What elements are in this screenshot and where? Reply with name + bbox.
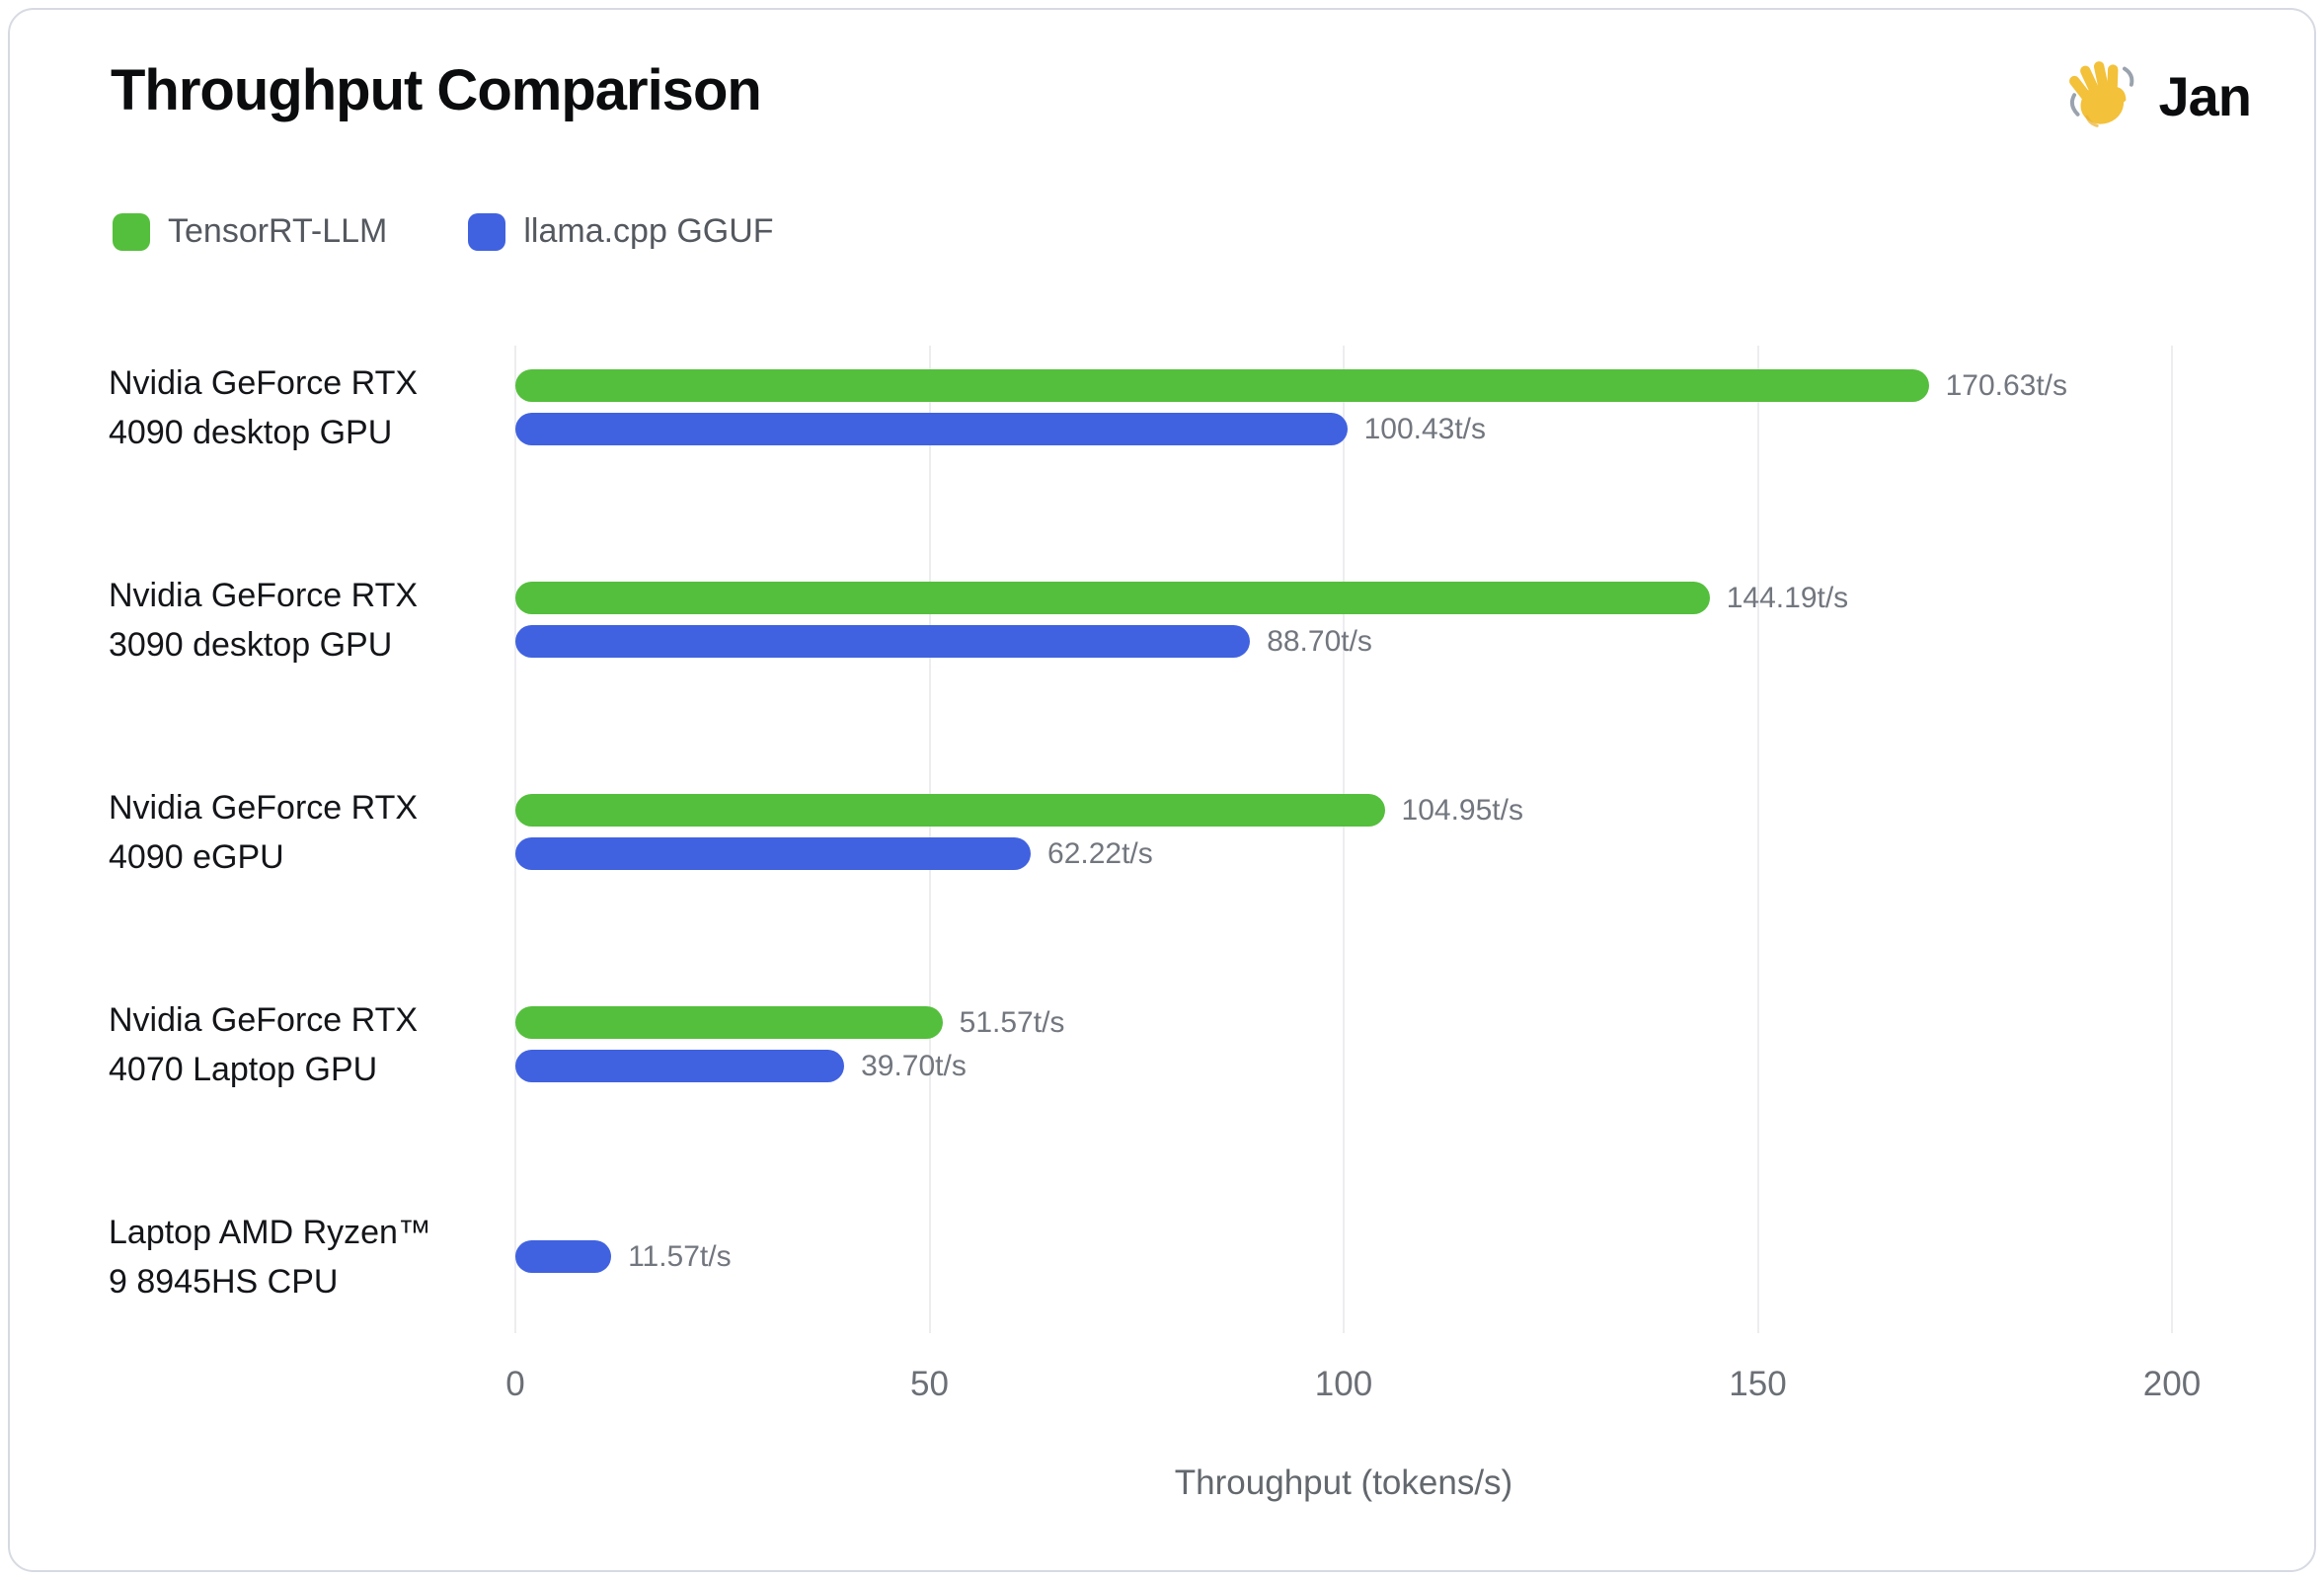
bar-row: 39.70t/s bbox=[515, 1050, 2172, 1082]
category-label: Nvidia GeForce RTX 3090 desktop GPU bbox=[109, 576, 419, 664]
header: Throughput Comparison bbox=[111, 57, 2252, 135]
chart-row-group: Nvidia GeForce RTX 3090 desktop GPU 144.19… bbox=[109, 514, 2172, 726]
legend-item-llamacpp: llama.cpp GGUF bbox=[468, 212, 774, 251]
x-tick: 50 bbox=[910, 1365, 949, 1403]
x-axis-title: Throughput (tokens/s) bbox=[1174, 1463, 1513, 1502]
bar-stack: 51.57t/s 39.70t/s bbox=[515, 1006, 2172, 1082]
gridline bbox=[1756, 346, 1759, 1333]
gridline bbox=[2171, 346, 2173, 1333]
legend-label: TensorRT-LLM bbox=[168, 212, 388, 250]
chart-row-group: Nvidia GeForce RTX 4090 desktop GPU 170.63… bbox=[109, 301, 2172, 514]
bar bbox=[515, 369, 1929, 402]
bar-stack: 11.57t/s bbox=[515, 1240, 2172, 1273]
chart-row-group: Nvidia GeForce RTX 4090 eGPU 104.95t/s 62.2… bbox=[109, 726, 2172, 938]
bar bbox=[515, 1240, 612, 1273]
chart-row-group: Laptop AMD Ryzen™ 9 8945HS CPU 11.57t/s bbox=[109, 1150, 2172, 1363]
bar-value-label: 100.43t/s bbox=[1363, 412, 1487, 445]
bar-row: 11.57t/s bbox=[515, 1240, 2172, 1273]
bar-row: 144.19t/s bbox=[515, 582, 2172, 614]
bar-value-label: 39.70t/s bbox=[861, 1049, 967, 1082]
bar-stack: 144.19t/s 88.70t/s bbox=[515, 582, 2172, 658]
bar-row: 51.57t/s bbox=[515, 1006, 2172, 1039]
legend: TensorRT-LLM llama.cpp GGUF bbox=[113, 212, 774, 251]
bar-value-label: 51.57t/s bbox=[959, 1005, 1065, 1039]
bar bbox=[515, 582, 1710, 614]
gridline bbox=[1343, 346, 1345, 1333]
bar-value-label: 170.63t/s bbox=[1945, 368, 2068, 402]
chart-title: Throughput Comparison bbox=[111, 58, 762, 122]
legend-swatch-blue bbox=[468, 212, 506, 251]
logo-text: Jan bbox=[2158, 65, 2252, 127]
legend-label: llama.cpp GGUF bbox=[523, 212, 774, 250]
x-tick: 150 bbox=[1729, 1365, 1787, 1403]
x-tick: 100 bbox=[1314, 1365, 1373, 1403]
chart-row-group: Nvidia GeForce RTX 4070 Laptop GPU 51.57t/… bbox=[109, 938, 2172, 1150]
bar-value-label: 11.57t/s bbox=[628, 1239, 732, 1273]
category-label: Nvidia GeForce RTX 4090 desktop GPU bbox=[109, 363, 419, 451]
bar-row: 170.63t/s bbox=[515, 369, 2172, 402]
bar bbox=[515, 1050, 845, 1082]
chart-rows: Nvidia GeForce RTX 4090 desktop GPU 170.63… bbox=[109, 301, 2173, 1363]
bar-value-label: 144.19t/s bbox=[1726, 581, 1849, 614]
bar bbox=[515, 625, 1251, 658]
bar bbox=[515, 837, 1032, 870]
bar-stack: 170.63t/s 100.43t/s bbox=[515, 369, 2172, 445]
category-label: Nvidia GeForce RTX 4070 Laptop GPU bbox=[109, 1000, 419, 1088]
bar-value-label: 62.22t/s bbox=[1047, 836, 1153, 870]
x-axis-ticks: 0 50 100 150 200 bbox=[505, 1365, 2201, 1404]
bar bbox=[515, 1006, 943, 1039]
x-tick: 0 bbox=[505, 1365, 525, 1403]
category-label: Nvidia GeForce RTX 4090 eGPU bbox=[109, 788, 419, 876]
legend-item-tensorrt: TensorRT-LLM bbox=[113, 212, 387, 251]
bar-row: 88.70t/s bbox=[515, 625, 2172, 658]
legend-swatch-green bbox=[113, 212, 150, 251]
jan-logo: Jan bbox=[2066, 57, 2252, 135]
bar-row: 104.95t/s bbox=[515, 794, 2172, 827]
gridline bbox=[514, 346, 516, 1333]
bar-value-label: 88.70t/s bbox=[1267, 624, 1372, 658]
chart-card: Throughput Comparison bbox=[8, 8, 2316, 1572]
bar-row: 100.43t/s bbox=[515, 413, 2172, 445]
bar bbox=[515, 413, 1348, 445]
category-label: Laptop AMD Ryzen™ 9 8945HS CPU bbox=[109, 1213, 431, 1301]
bar-stack: 104.95t/s 62.22t/s bbox=[515, 794, 2172, 870]
bar bbox=[515, 794, 1385, 827]
bar-row: 62.22t/s bbox=[515, 837, 2172, 870]
x-tick: 200 bbox=[2142, 1365, 2202, 1403]
bar-value-label: 104.95t/s bbox=[1401, 793, 1523, 827]
waving-hand-icon bbox=[2066, 57, 2139, 135]
